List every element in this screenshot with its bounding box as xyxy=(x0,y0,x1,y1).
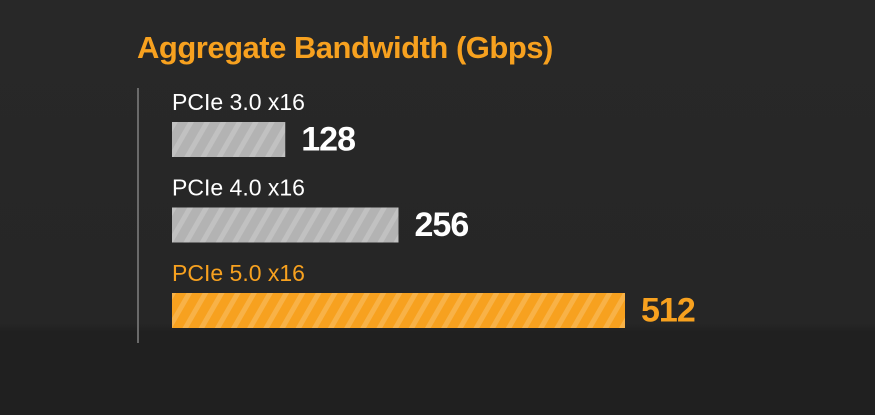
category-label: PCIe 3.0 x16 xyxy=(172,89,305,115)
category-label: PCIe 4.0 x16 xyxy=(172,175,305,201)
value-label: 256 xyxy=(415,206,469,244)
value-label: 128 xyxy=(301,120,355,158)
bar xyxy=(172,122,286,157)
value-label: 512 xyxy=(641,291,695,329)
chart-title: Aggregate Bandwidth (Gbps) xyxy=(137,30,553,65)
category-label: PCIe 5.0 x16 xyxy=(172,260,305,286)
bar xyxy=(172,207,399,243)
bar xyxy=(172,293,625,328)
